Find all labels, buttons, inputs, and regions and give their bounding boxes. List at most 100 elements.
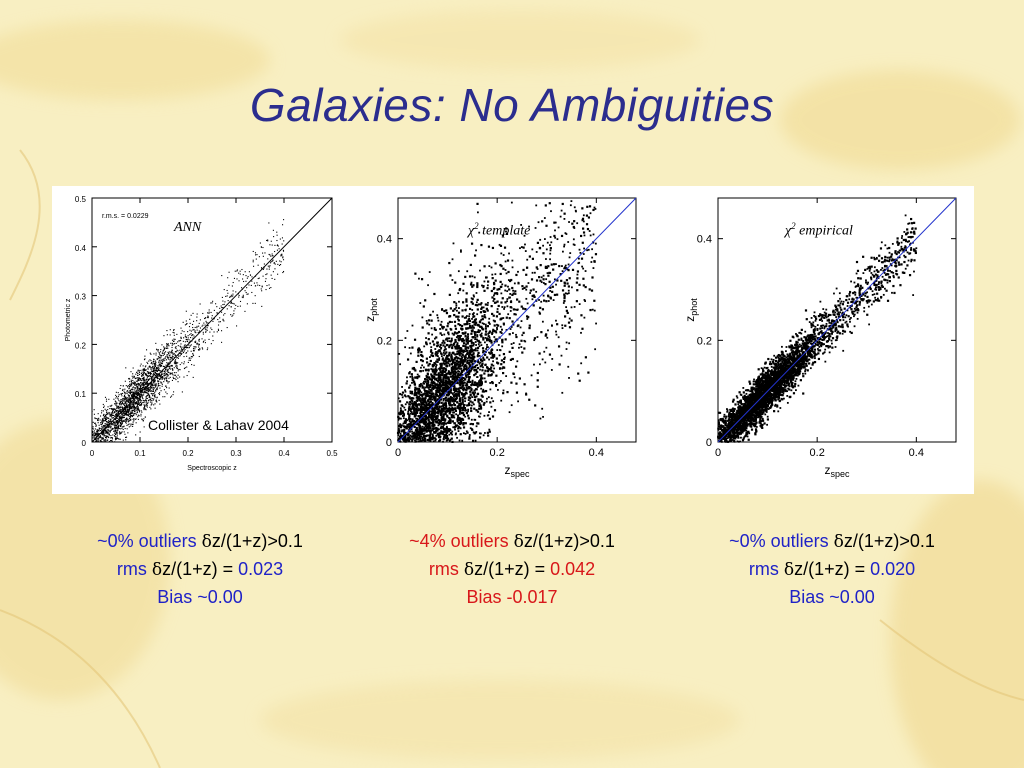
scatter-point: [160, 375, 162, 377]
scatter-point: [123, 412, 125, 414]
scatter-point: [555, 319, 557, 322]
scatter-point: [120, 399, 122, 401]
scatter-point: [132, 405, 134, 407]
scatter-point: [568, 326, 572, 329]
scatter-point: [179, 355, 181, 357]
scatter-point: [571, 222, 574, 225]
scatter-point: [429, 427, 432, 430]
scatter-point: [142, 373, 144, 375]
scatter-point: [151, 367, 153, 369]
scatter-point: [143, 400, 145, 402]
scatter-point: [133, 418, 135, 420]
scatter-point: [208, 312, 210, 314]
scatter-point: [128, 408, 131, 410]
scatter-point: [582, 231, 586, 234]
scatter-point: [447, 333, 450, 336]
scatter-point: [426, 425, 430, 428]
scatter-point: [138, 390, 140, 392]
scatter-point: [138, 370, 140, 372]
scatter-point: [443, 422, 446, 425]
scatter-point: [445, 407, 448, 409]
scatter-point: [495, 292, 498, 295]
scatter-point: [157, 350, 159, 352]
scatter-point: [149, 352, 151, 354]
scatter-point: [267, 239, 269, 241]
scatter-point: [444, 418, 447, 421]
scatter-point: [459, 433, 462, 436]
scatter-point: [479, 404, 482, 407]
scatter-point: [119, 417, 121, 419]
scatter-point: [252, 250, 254, 253]
scatter-point: [164, 377, 166, 379]
scatter-point: [439, 350, 442, 353]
scatter-point: [140, 372, 142, 375]
scatter-point: [429, 432, 432, 435]
scatter-point: [138, 400, 140, 402]
scatter-point: [499, 280, 502, 283]
scatter-point: [95, 425, 97, 427]
scatter-point: [420, 391, 423, 394]
scatter-point: [543, 299, 546, 302]
scatter-point: [108, 413, 110, 415]
scatter-point: [92, 434, 94, 436]
scatter-point: [556, 279, 559, 282]
scatter-point: [223, 314, 225, 316]
scatter-point: [486, 309, 489, 312]
scatter-point: [546, 272, 549, 275]
scatter-point: [459, 323, 462, 327]
scatter-point: [282, 250, 285, 252]
scatter-point: [478, 362, 481, 365]
scatter-point: [554, 229, 556, 232]
scatter-point: [165, 369, 167, 371]
scatter-point: [165, 377, 167, 379]
scatter-point: [216, 306, 218, 308]
scatter-point: [278, 248, 280, 250]
scatter-point: [455, 340, 457, 343]
scatter-point: [189, 359, 192, 361]
scatter-point: [415, 411, 419, 414]
scatter-point: [432, 392, 435, 395]
scatter-point: [185, 336, 188, 338]
scatter-point: [425, 320, 428, 322]
scatter-point: [455, 306, 458, 309]
scatter-point: [474, 341, 477, 343]
scatter-point: [182, 352, 185, 354]
scatter-point: [157, 358, 159, 360]
scatter-point: [168, 366, 171, 368]
scatter-point: [110, 405, 112, 407]
panel-title-ann: ANN: [174, 220, 202, 235]
scatter-point: [475, 425, 478, 428]
x-tick-label: 0.4: [589, 447, 604, 459]
scatter-point: [517, 400, 519, 403]
scatter-point: [181, 348, 183, 350]
scatter-point: [130, 425, 132, 427]
scatter-point: [141, 375, 143, 377]
scatter-point: [164, 352, 166, 354]
scatter-point: [161, 383, 163, 385]
scatter-point: [109, 415, 111, 417]
scatter-point: [465, 430, 468, 433]
scatter-point: [171, 351, 173, 353]
scatter-point: [260, 288, 262, 290]
scatter-point: [222, 318, 224, 320]
scatter-point: [417, 415, 420, 418]
scatter-point: [138, 391, 140, 393]
scatter-point: [441, 392, 444, 395]
scatter-point: [443, 423, 445, 426]
scatter-point: [251, 276, 253, 278]
scatter-point: [427, 368, 430, 372]
scatter-point: [416, 396, 419, 399]
scatter-point: [159, 366, 161, 368]
scatter-point: [105, 430, 107, 432]
scatter-point: [116, 406, 118, 408]
scatter-point: [158, 392, 160, 395]
scatter-point: [199, 348, 201, 351]
scatter-point: [436, 344, 439, 348]
scatter-point: [535, 266, 538, 269]
scatter-point: [468, 340, 471, 343]
scatter-point: [216, 312, 218, 314]
scatter-point: [458, 287, 462, 291]
scatter-point: [117, 422, 119, 424]
scatter-point: [282, 257, 284, 259]
scatter-point: [198, 322, 200, 324]
